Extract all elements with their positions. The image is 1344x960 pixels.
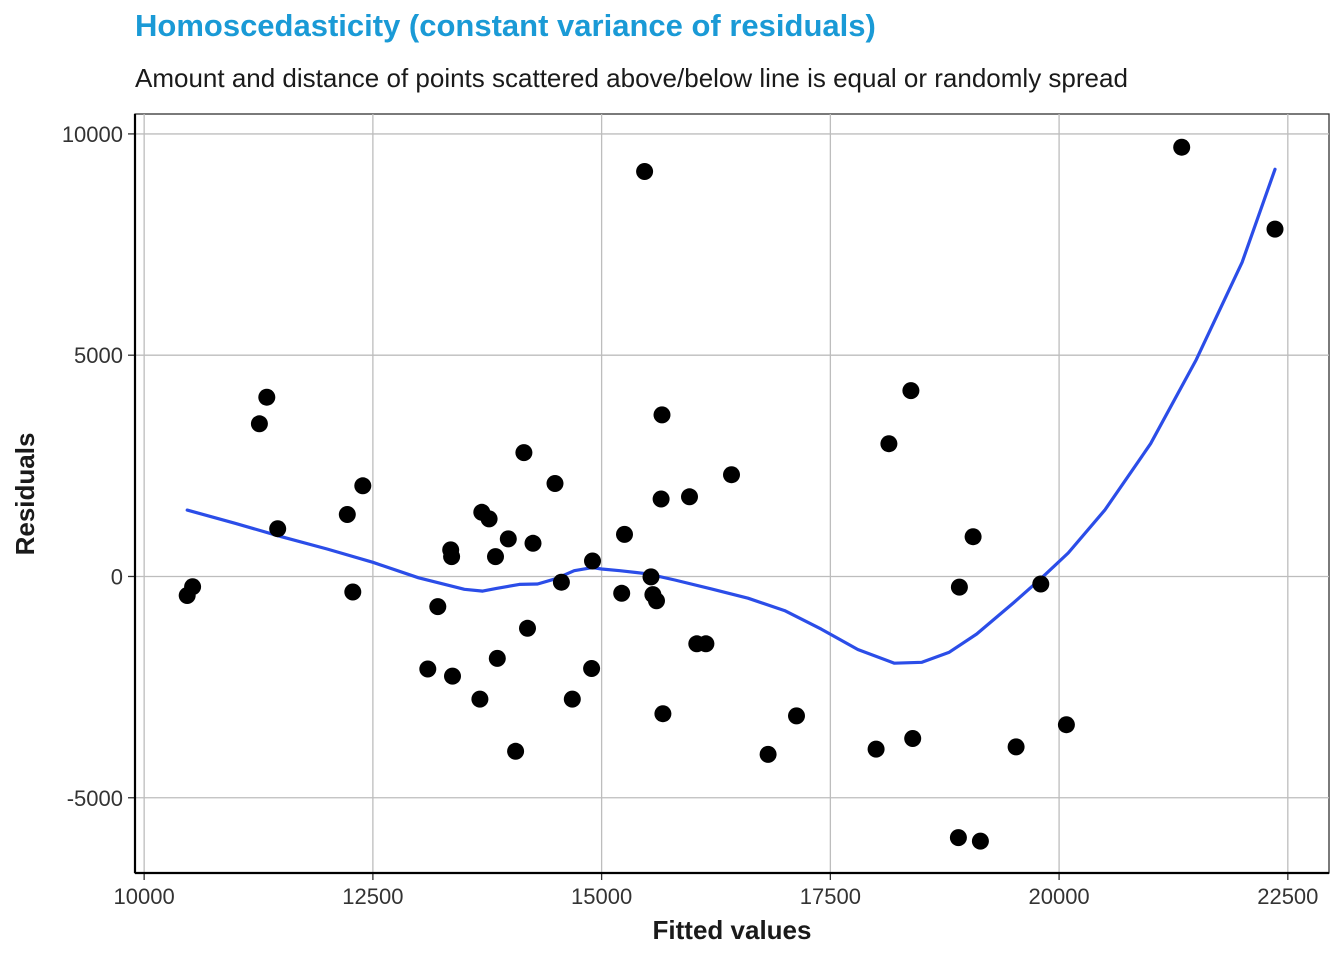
data-point: [1266, 220, 1284, 238]
data-point: [338, 506, 356, 523]
data-point: [902, 382, 920, 400]
y-tick-label: 5000: [74, 343, 123, 368]
chart-subtitle: Amount and distance of points scattered …: [135, 63, 1128, 93]
data-point: [546, 475, 564, 492]
data-point: [269, 520, 287, 538]
data-point: [964, 528, 982, 546]
chart-title: Homoscedasticity (constant variance of r…: [135, 8, 876, 43]
data-point: [653, 406, 671, 424]
data-point: [1007, 738, 1025, 756]
data-point: [681, 488, 698, 506]
data-point: [250, 415, 268, 433]
y-tick-label: 10000: [62, 122, 123, 147]
y-axis-title: Residuals: [10, 433, 40, 556]
x-tick-label: 17500: [800, 884, 861, 909]
plot-panel-border: [134, 113, 1330, 874]
data-point: [488, 649, 506, 667]
x-tick-label: 15000: [571, 884, 632, 909]
x-tick-label: 22500: [1257, 884, 1318, 909]
data-point: [480, 510, 498, 528]
data-point: [652, 490, 670, 508]
data-point: [429, 598, 447, 616]
data-point: [471, 690, 489, 708]
data-point: [419, 660, 437, 678]
data-point: [563, 690, 581, 708]
y-tick-label: 0: [111, 564, 123, 589]
data-point: [648, 592, 665, 610]
data-point: [654, 705, 672, 723]
data-point: [487, 548, 504, 566]
data-point: [184, 578, 202, 596]
y-tick-label: -5000: [67, 786, 123, 811]
data-point: [697, 635, 715, 653]
smooth-line: [185, 167, 1277, 665]
data-point: [1057, 716, 1075, 734]
data-point: [867, 740, 885, 758]
data-point: [904, 730, 922, 747]
data-point: [613, 584, 631, 602]
data-point: [723, 466, 740, 484]
grid: [134, 113, 1330, 874]
data-point: [584, 552, 601, 570]
data-point: [344, 583, 362, 601]
x-tick-label: 20000: [1028, 884, 1089, 909]
data-point: [949, 829, 967, 847]
data-point: [1173, 138, 1191, 156]
smooth-line-layer: [185, 167, 1277, 665]
data-point: [444, 667, 461, 685]
data-point: [950, 578, 968, 596]
data-point: [880, 435, 898, 453]
data-point: [519, 619, 536, 637]
data-point: [616, 525, 633, 543]
data-point: [971, 832, 989, 850]
data-point: [759, 745, 777, 763]
data-point: [507, 742, 525, 760]
x-tick-label: 10000: [114, 884, 175, 909]
data-point: [515, 444, 533, 462]
data-point: [524, 534, 542, 552]
x-tick-label: 12500: [342, 884, 403, 909]
data-point: [443, 548, 461, 566]
scatter-points: [178, 138, 1284, 850]
data-point: [499, 530, 517, 548]
x-axis-title: Fitted values: [653, 915, 812, 945]
data-point: [583, 660, 601, 677]
data-point: [552, 573, 570, 591]
data-point: [788, 707, 805, 725]
axes: 10000 12500 15000 17500 20000 22500 -5000 0 5000…: [62, 114, 1329, 909]
data-point: [354, 477, 372, 495]
data-point: [642, 568, 660, 586]
data-point: [636, 163, 654, 180]
data-point: [1032, 575, 1050, 593]
data-point: [258, 388, 276, 406]
